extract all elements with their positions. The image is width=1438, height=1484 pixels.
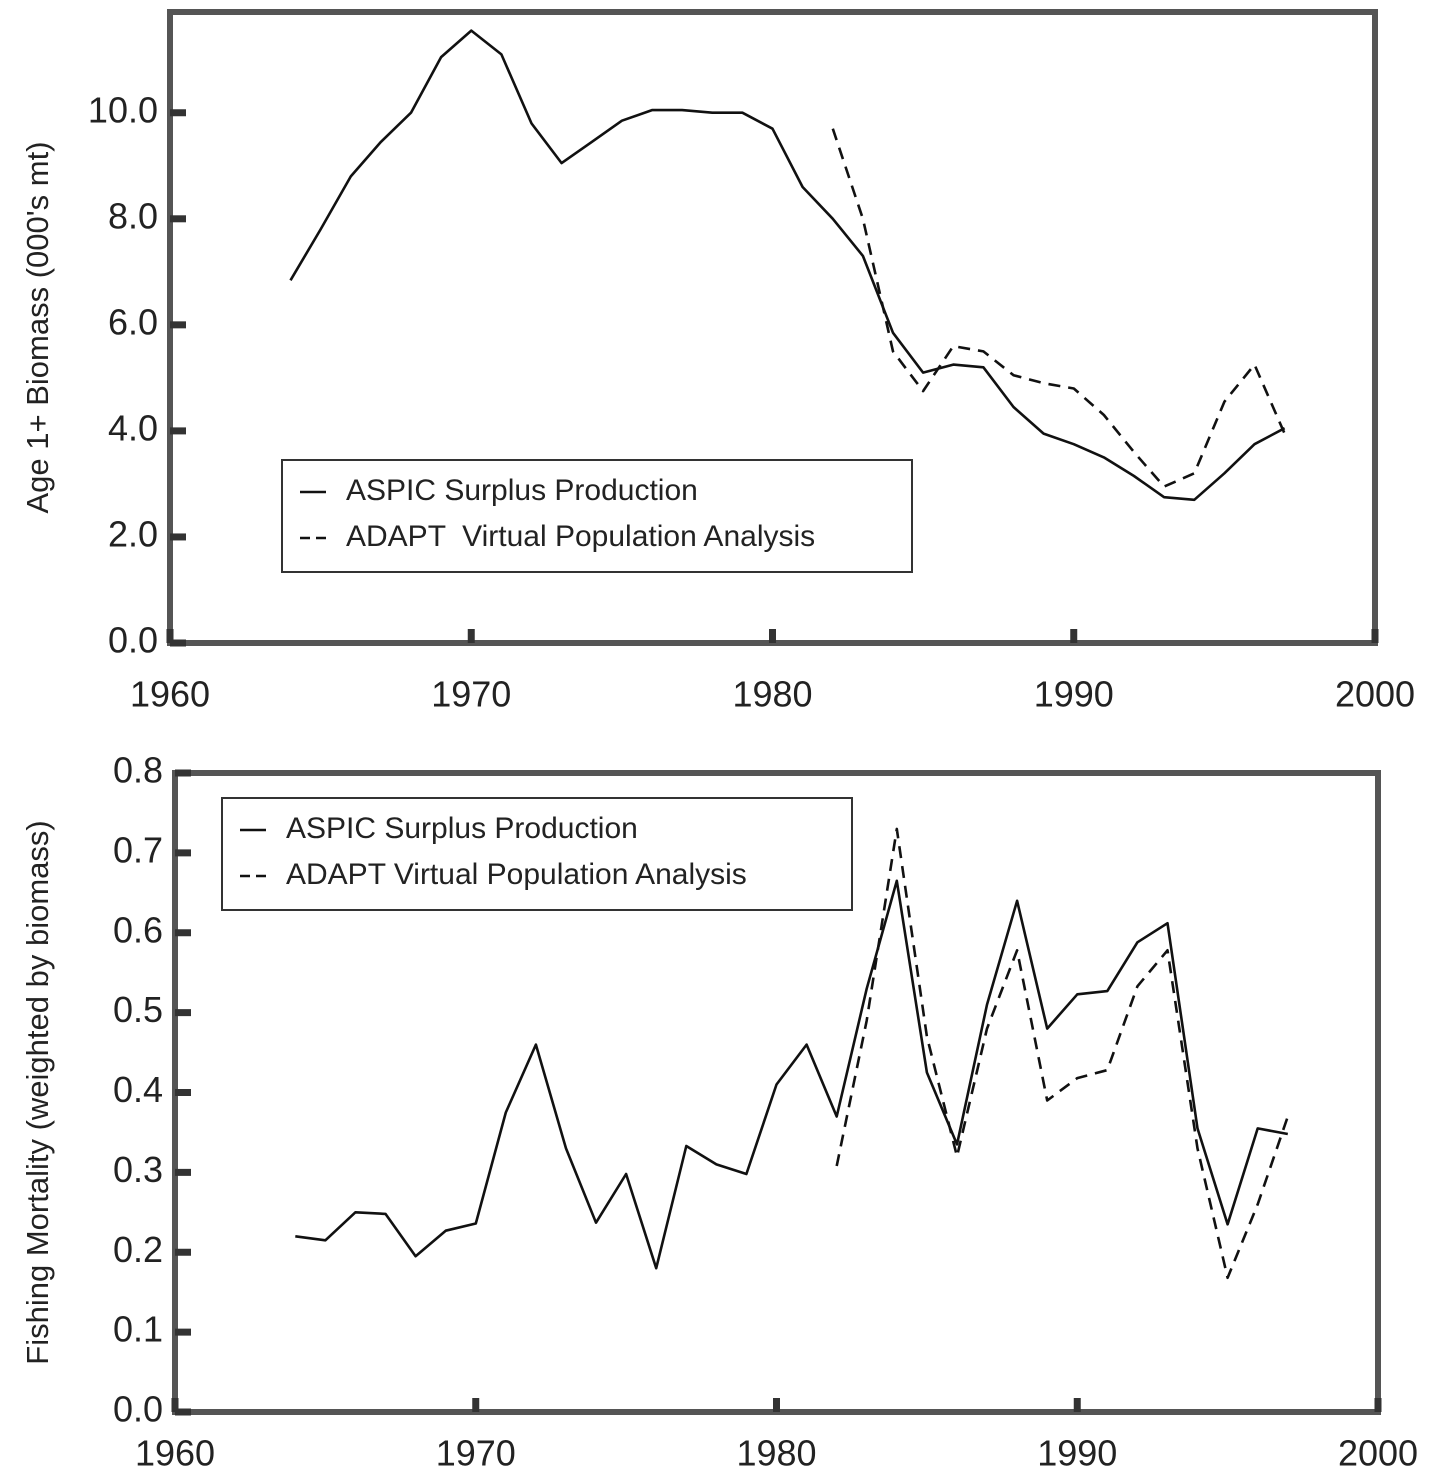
x-tick-label: 2000 [1335, 674, 1415, 715]
y-tick-label: 0.2 [113, 1229, 163, 1270]
y-tick-label: 0.5 [113, 989, 163, 1030]
legend-label: ADAPT Virtual Population Analysis [286, 858, 747, 891]
y-tick-label: 0.1 [113, 1309, 163, 1350]
y-tick-label: 10.0 [88, 89, 158, 130]
y-tick-label: 0.0 [113, 1389, 163, 1430]
y-tick-label: 0.3 [113, 1149, 163, 1190]
x-tick-label: 1990 [1037, 1433, 1117, 1474]
legend-label: ADAPT Virtual Population Analysis [346, 520, 815, 553]
legend: ASPIC Surplus Production ADAPT Virtual Po… [221, 797, 853, 911]
legend-box [221, 797, 853, 911]
x-tick-label: 2000 [1338, 1433, 1418, 1474]
y-tick-label: 6.0 [108, 301, 158, 342]
y-tick-label: 0.8 [113, 750, 163, 791]
legend-label: ASPIC Surplus Production [346, 474, 698, 507]
data-line [295, 879, 1289, 1270]
x-tick-label: 1960 [135, 1433, 215, 1474]
data-line [289, 29, 1286, 502]
y-tick-label: 0.6 [113, 909, 163, 950]
data-line [831, 128, 1286, 488]
y-tick-label: 2.0 [108, 513, 158, 554]
subplot: 0.0 0.1 0.2 0.3 0.4 0.5 0.6 0.7 0.8 1960 1970 1980 1… [20, 750, 1418, 1474]
y-tick-label: 0.4 [113, 1069, 163, 1110]
y-tick-label: 4.0 [108, 407, 158, 448]
x-tick-label: 1970 [436, 1433, 516, 1474]
y-axis-title: Fishing Mortality (weighted by biomass) [20, 820, 55, 1364]
y-tick-label: 0.0 [108, 620, 158, 661]
x-tick-label: 1980 [736, 1433, 816, 1474]
x-tick-label: 1970 [431, 674, 511, 715]
y-tick-label: 0.7 [113, 829, 163, 870]
legend-label: ASPIC Surplus Production [286, 812, 638, 845]
legend-box [281, 459, 913, 573]
subplot: 0.0 2.0 4.0 6.0 8.0 10.0 1960 1970 1980 1990 2000 A… [20, 9, 1415, 715]
data-line [835, 827, 1290, 1280]
x-tick-label: 1980 [732, 674, 812, 715]
legend: ASPIC Surplus Production ADAPT Virtual Po… [281, 459, 913, 573]
x-tick-label: 1990 [1034, 674, 1114, 715]
x-tick-label: 1960 [130, 674, 210, 715]
y-axis-title: Age 1+ Biomass (000's mt) [20, 141, 55, 513]
y-tick-label: 8.0 [108, 195, 158, 236]
